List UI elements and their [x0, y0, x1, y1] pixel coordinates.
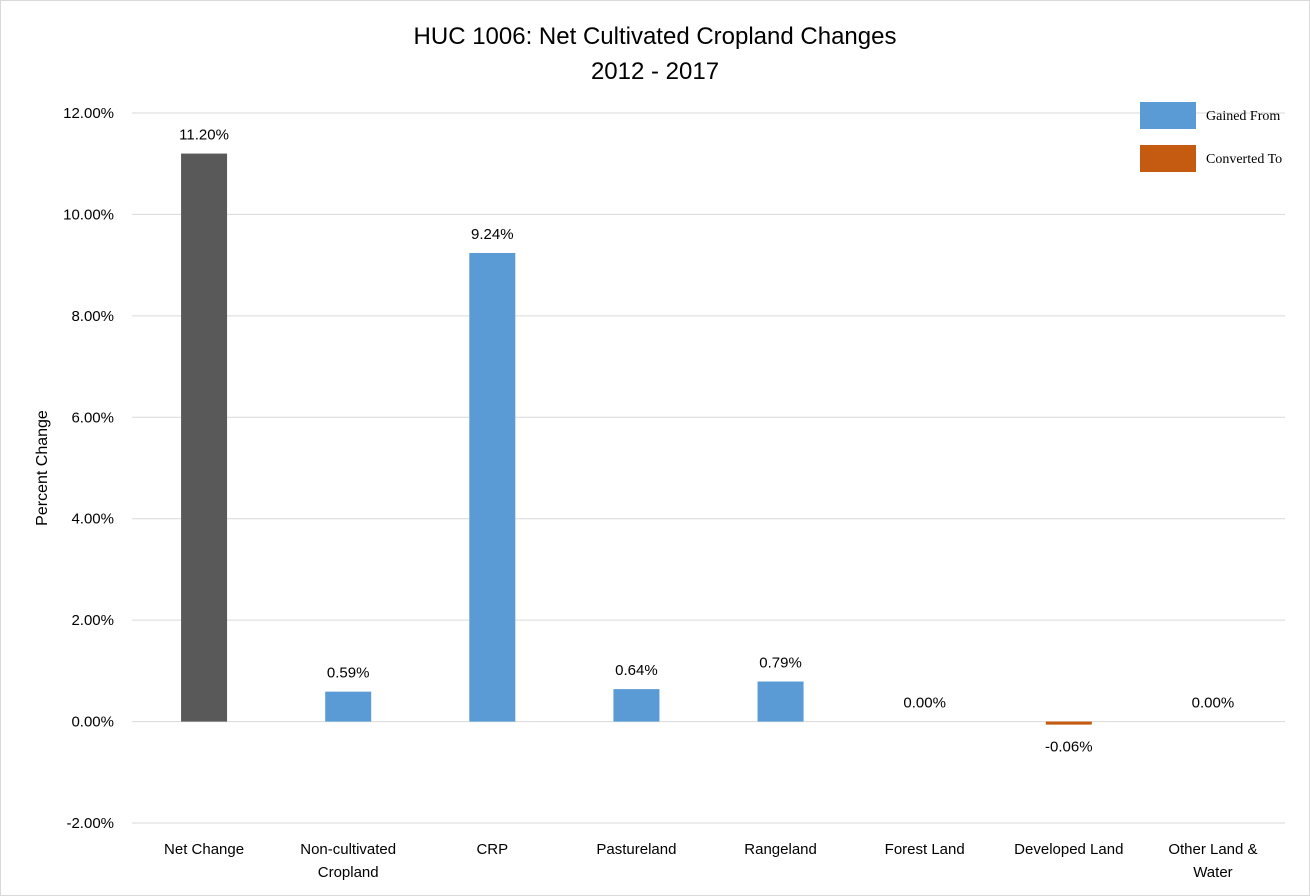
x-category-label: Other Land &	[1168, 841, 1257, 858]
bar	[181, 153, 228, 722]
x-category-label: Water	[1193, 864, 1232, 881]
data-label: 0.79%	[759, 655, 802, 672]
data-label: 0.00%	[903, 695, 946, 712]
data-label: 0.64%	[615, 662, 658, 679]
legend: Gained From Converted To	[1140, 102, 1282, 172]
x-category-label: Developed Land	[1014, 841, 1123, 858]
x-category-label: Forest Land	[885, 841, 965, 858]
x-category-label: Non-cultivated	[300, 841, 396, 858]
legend-swatch-gained-from	[1140, 102, 1196, 129]
legend-swatch-converted-to	[1140, 145, 1196, 172]
y-tick-label: 4.00%	[71, 511, 114, 528]
y-tick-label: 8.00%	[71, 308, 114, 325]
x-category-label: Net Change	[164, 841, 244, 858]
data-label: 0.59%	[327, 665, 370, 682]
y-tick-label: -2.00%	[66, 815, 114, 832]
data-label: 11.20%	[179, 127, 229, 144]
y-tick-label: 0.00%	[71, 714, 114, 731]
x-category-label: Rangeland	[744, 841, 817, 858]
bar	[469, 252, 516, 722]
y-axis-ticks: -2.00% 0.00% 2.00% 4.00% 6.00% 8.00% 10.00% 12.…	[63, 105, 114, 832]
data-label: 0.00%	[1192, 695, 1235, 712]
bar	[757, 681, 804, 722]
gridlines	[132, 112, 1285, 824]
bars	[181, 153, 1092, 725]
bar	[1045, 721, 1092, 725]
y-tick-label: 12.00%	[63, 105, 114, 122]
y-tick-label: 6.00%	[71, 409, 114, 426]
data-label: -0.06%	[1045, 739, 1093, 756]
bar	[613, 689, 660, 722]
legend-label-converted-to: Converted To	[1206, 152, 1282, 167]
y-axis-label: Percent Change	[34, 410, 51, 526]
data-label: 9.24%	[471, 226, 514, 243]
chart-subtitle: 2012 - 2017	[591, 58, 719, 85]
x-category-label: Pastureland	[596, 841, 676, 858]
bar	[325, 691, 372, 722]
legend-label-gained-from: Gained From	[1206, 109, 1280, 124]
y-tick-label: 2.00%	[71, 612, 114, 629]
x-axis-categories: Net Change Non-cultivated Cropland CRP Pastu…	[164, 841, 1258, 881]
x-category-label: CRP	[476, 841, 508, 858]
x-category-label: Cropland	[318, 864, 379, 881]
y-tick-label: 10.00%	[63, 206, 114, 223]
chart-title: HUC 1006: Net Cultivated Cropland Change…	[414, 23, 897, 50]
data-labels: 11.20% 0.59% 9.24% 0.64% 0.79% 0.00% -0.06% 0.0…	[179, 127, 1234, 756]
